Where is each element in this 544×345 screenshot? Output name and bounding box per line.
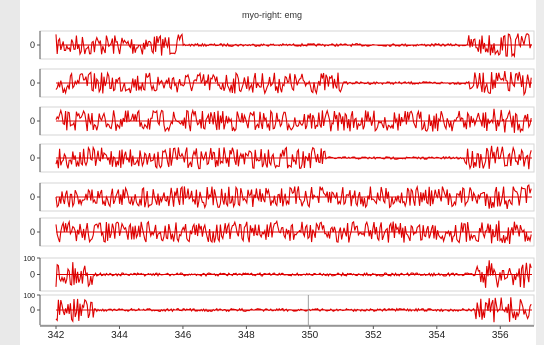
- y-tick-label-7-2: 0: [30, 270, 35, 280]
- x-tick-label-342: 342: [48, 330, 65, 341]
- y-tick-label-3-1: 0: [30, 116, 35, 126]
- emg-trace-4: [55, 145, 532, 171]
- x-tick-label-346: 346: [175, 330, 192, 341]
- figure-title: myo-right: emg: [241, 10, 303, 20]
- y-tick-label-2-1: 0: [30, 78, 35, 88]
- emg-trace-1: [55, 32, 532, 59]
- emg-trace-7: [55, 260, 532, 288]
- emg-trace-6: [55, 219, 532, 245]
- x-tick-label-356: 356: [492, 330, 509, 341]
- emg-trace-8: [55, 297, 532, 323]
- emg-trace-5: [55, 184, 532, 210]
- left-margin: [0, 0, 20, 345]
- emg-trace-2: [55, 71, 532, 97]
- y-tick-label-4-1: 0: [30, 153, 35, 163]
- y-tick-label-8-1: 100: [23, 293, 35, 300]
- x-tick-label-354: 354: [428, 330, 445, 341]
- y-tick-label-5-1: 0: [30, 192, 35, 202]
- y-tick-label-8-2: 0: [30, 305, 35, 315]
- y-tick-label-7-1: 100: [23, 256, 35, 263]
- x-tick-label-352: 352: [365, 330, 382, 341]
- x-tick-label-348: 348: [238, 330, 255, 341]
- x-tick-label-350: 350: [302, 330, 319, 341]
- scrollbar-area[interactable]: [536, 0, 544, 345]
- y-tick-label-6-1: 0: [30, 227, 35, 237]
- emg-trace-3: [55, 108, 532, 134]
- x-tick-label-344: 344: [111, 330, 128, 341]
- y-tick-label-1-1: 0: [30, 40, 35, 50]
